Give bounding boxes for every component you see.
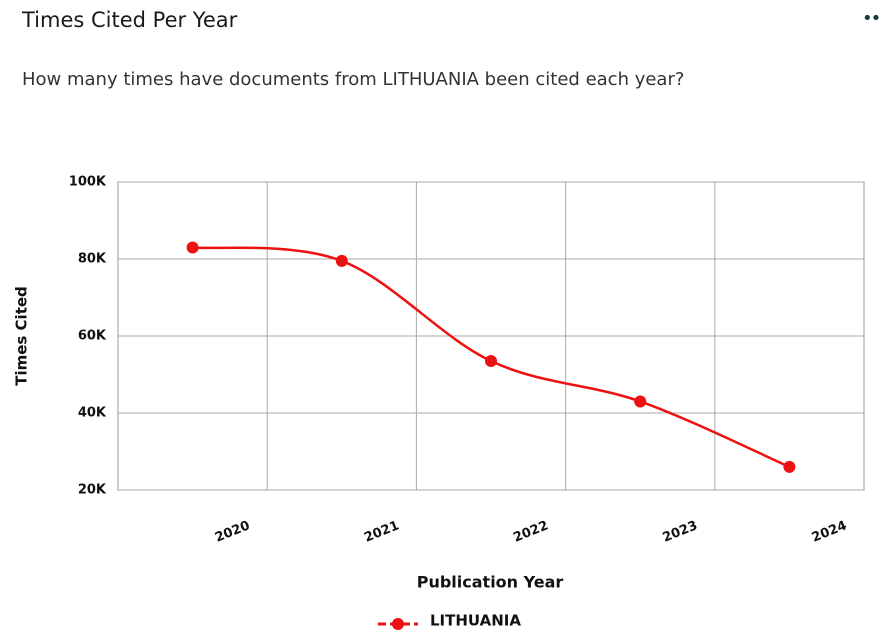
data-point (783, 460, 796, 473)
y-tick-label: 40K (78, 406, 107, 421)
legend-marker (392, 618, 404, 630)
legend-label: LITHUANIA (430, 612, 521, 630)
card-subtitle: How many times have documents from LITHU… (22, 69, 685, 90)
data-point (634, 395, 647, 408)
x-tick-label: 2024 (810, 518, 849, 545)
y-tick-label: 80K (78, 252, 107, 267)
card-title: Times Cited Per Year (22, 8, 238, 32)
y-axis-label: Times Cited (13, 286, 31, 386)
y-tick-label: 100K (69, 175, 107, 190)
x-tick-label: 2021 (362, 518, 401, 545)
y-tick-label: 60K (78, 329, 107, 344)
y-tick-label: 20K (78, 483, 107, 498)
x-axis-label: Publication Year (417, 573, 564, 592)
data-point (485, 355, 497, 368)
data-point (335, 254, 348, 267)
x-tick-label: 2020 (213, 518, 252, 545)
x-tick-label: 2022 (511, 518, 550, 545)
data-point (186, 241, 199, 254)
x-tick-label: 2023 (661, 518, 700, 545)
menu-button[interactable]: •• (862, 8, 881, 29)
